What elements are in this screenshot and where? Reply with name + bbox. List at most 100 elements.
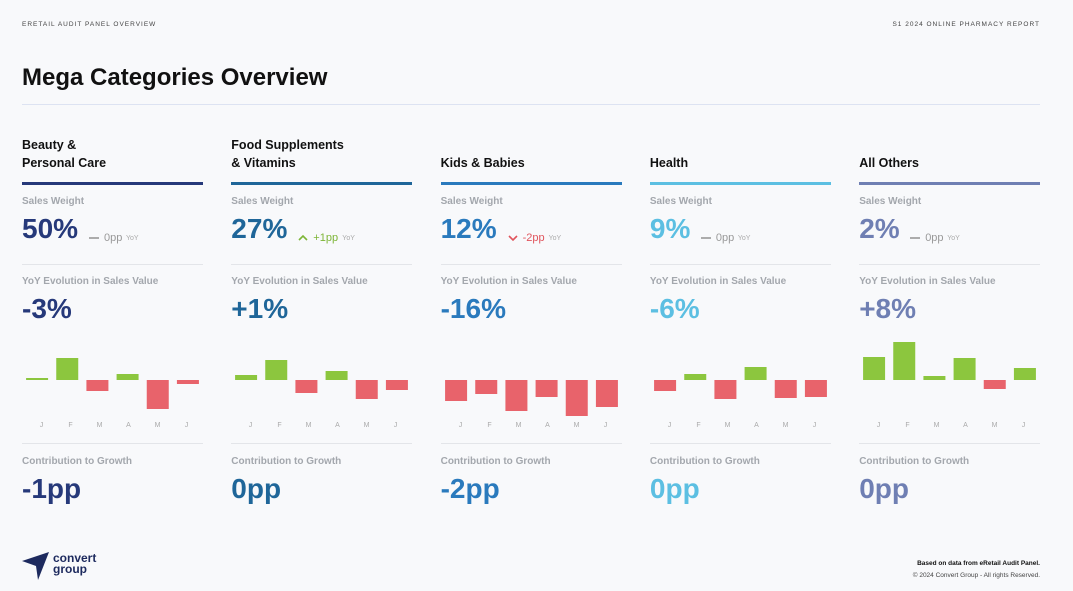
month-label: M xyxy=(573,422,579,429)
change-unit: YoY xyxy=(947,235,960,242)
card-title: Personal Care xyxy=(22,156,107,170)
bar xyxy=(176,380,199,384)
change: 0pp xyxy=(925,232,944,244)
month-label: J xyxy=(1022,422,1026,429)
month-label: F xyxy=(906,422,910,429)
month-label: F xyxy=(487,422,491,429)
trend-icon xyxy=(298,234,308,241)
month-label: A xyxy=(545,422,550,429)
change: 0pp xyxy=(104,232,123,244)
month-label: A xyxy=(335,422,340,429)
bar xyxy=(774,380,797,398)
month-label: F xyxy=(278,422,282,429)
card-underline xyxy=(859,182,1041,185)
month-label: A xyxy=(126,422,131,429)
bar xyxy=(295,380,318,393)
bar xyxy=(983,380,1006,389)
change-unit: YoY xyxy=(548,235,562,242)
month-label: F xyxy=(68,422,72,429)
change-unit: YoY xyxy=(126,235,139,242)
trend-icon xyxy=(508,235,518,242)
month-label: M xyxy=(97,422,103,429)
contribution: -1pp xyxy=(22,473,82,504)
label: Sales Weight xyxy=(22,196,85,207)
sales-weight: 9% xyxy=(649,213,691,244)
separator xyxy=(649,264,831,265)
separator xyxy=(859,443,1041,444)
card-underline xyxy=(440,182,622,185)
page-title: Mega Categories Overview xyxy=(22,64,328,91)
contribution: -2pp xyxy=(440,473,500,504)
separator xyxy=(440,443,622,444)
label: YoY Evolution in Sales Value xyxy=(440,276,577,287)
separator xyxy=(22,443,203,444)
card-underline xyxy=(649,182,831,185)
bar xyxy=(265,360,288,380)
yoy: -6% xyxy=(649,293,700,324)
header-right: S1 2024 ONLINE PHARMACY REPORT xyxy=(892,21,1040,28)
divider xyxy=(22,104,1040,105)
separator xyxy=(440,264,622,265)
label: YoY Evolution in Sales Value xyxy=(859,276,996,287)
separator xyxy=(859,264,1041,265)
card-title: All Others xyxy=(859,156,919,170)
month-label: A xyxy=(754,422,759,429)
month-label: J xyxy=(458,422,462,429)
bar xyxy=(714,380,737,399)
month-label: M xyxy=(782,422,788,429)
bar xyxy=(56,358,79,380)
label: Sales Weight xyxy=(231,196,294,207)
bar xyxy=(923,376,946,380)
change: 0pp xyxy=(715,232,735,244)
logo-icon xyxy=(22,552,49,580)
bar xyxy=(744,367,767,380)
month-label: M xyxy=(306,422,312,429)
month-label: M xyxy=(934,422,940,429)
bar xyxy=(804,380,827,397)
month-label: A xyxy=(963,422,968,429)
month-label: M xyxy=(364,422,370,429)
month-label: J xyxy=(40,422,44,429)
month-label: M xyxy=(155,422,161,429)
bar xyxy=(356,380,379,399)
month-label: J xyxy=(668,422,672,429)
trend-icon xyxy=(89,237,99,239)
sales-weight: 2% xyxy=(859,213,900,244)
month-label: F xyxy=(696,422,700,429)
separator xyxy=(649,443,831,444)
bar xyxy=(953,358,976,380)
card-title: Health xyxy=(649,156,689,170)
logo: convert group xyxy=(53,552,96,576)
label: Sales Weight xyxy=(649,196,712,207)
bar xyxy=(86,380,109,391)
trend-icon-path xyxy=(508,235,518,242)
bar xyxy=(444,380,467,401)
label: YoY Evolution in Sales Value xyxy=(22,276,159,287)
bar xyxy=(26,378,49,380)
month-label: M xyxy=(724,422,730,429)
sales-weight: 50% xyxy=(22,213,79,244)
card-underline xyxy=(22,182,203,185)
sales-weight: 27% xyxy=(231,213,288,244)
logo-text: group xyxy=(53,562,87,576)
month-label: J xyxy=(603,422,607,429)
separator xyxy=(22,264,203,265)
month-label: M xyxy=(992,422,998,429)
contribution: 0pp xyxy=(231,473,282,504)
bar xyxy=(474,380,497,394)
footer-note: Based on data from eRetail Audit Panel. xyxy=(917,560,1040,567)
separator xyxy=(231,443,413,444)
month-label: J xyxy=(877,422,881,429)
bar xyxy=(535,380,558,397)
label: Contribution to Growth xyxy=(22,456,132,467)
month-label: J xyxy=(249,422,253,429)
label: Contribution to Growth xyxy=(859,456,970,467)
bar xyxy=(565,380,588,416)
yoy: +1% xyxy=(231,293,289,324)
footer-copyright: © 2024 Convert Group - All rights Reserv… xyxy=(912,572,1040,579)
month-label: J xyxy=(813,422,817,429)
trend-icon xyxy=(910,237,921,239)
